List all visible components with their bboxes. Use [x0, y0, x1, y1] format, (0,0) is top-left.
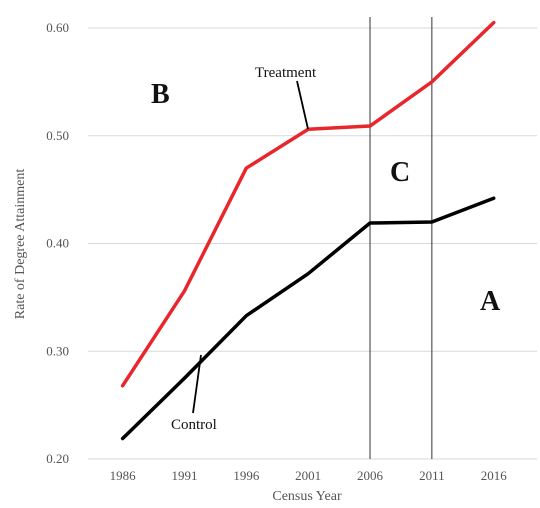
x-tick-label: 2016 [481, 468, 508, 483]
x-tick-label: 1996 [233, 468, 260, 483]
treatment-pointer-line [296, 80, 309, 130]
grid [88, 27, 537, 460]
control-series-line [120, 196, 496, 441]
y-tick-label: 0.50 [46, 128, 69, 143]
treatment-series-line [120, 20, 496, 388]
series [120, 20, 496, 441]
x-axis-ticks: 1986 1991 1996 2001 2006 2011 2016 [110, 468, 508, 483]
region-label-b: B [151, 79, 170, 110]
treatment-label: Treatment [255, 65, 317, 81]
y-tick-label: 0.40 [46, 236, 69, 251]
control-pointer-line [192, 354, 202, 414]
x-tick-label: 1991 [171, 468, 197, 483]
y-tick-label: 0.30 [46, 343, 69, 358]
region-label-c: C [390, 157, 410, 188]
y-tick-label: 0.60 [46, 20, 69, 35]
control-label: Control [171, 417, 217, 433]
y-axis-ticks: 0.20 0.30 0.40 0.50 0.60 [46, 20, 69, 466]
x-tick-label: 2001 [295, 468, 321, 483]
vertical-reference-lines [369, 17, 433, 459]
x-axis-title: Census Year [272, 489, 342, 504]
y-tick-label: 0.20 [46, 451, 69, 466]
x-tick-label: 2006 [357, 468, 384, 483]
x-tick-label: 1986 [110, 468, 137, 483]
x-tick-label: 2011 [419, 468, 445, 483]
y-axis-title: Rate of Degree Attainment [13, 169, 28, 320]
region-label-a: A [480, 286, 501, 317]
